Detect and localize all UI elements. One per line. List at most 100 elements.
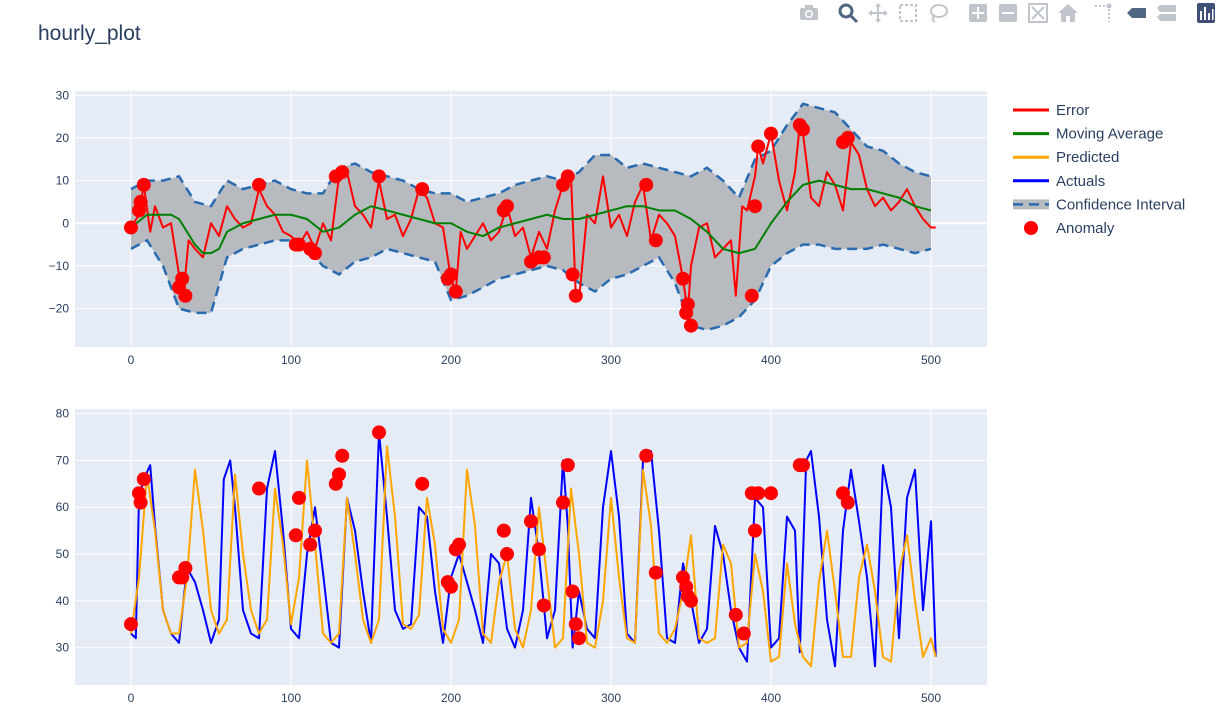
anomaly-point[interactable] bbox=[288, 528, 303, 543]
error-ytick-label: 0 bbox=[62, 216, 69, 230]
anomaly-point[interactable] bbox=[532, 542, 546, 557]
error-ytick-label: −20 bbox=[49, 302, 70, 316]
plotly-logo[interactable] bbox=[1195, 2, 1217, 24]
anomaly-point[interactable] bbox=[840, 495, 855, 510]
anomaly-point[interactable] bbox=[680, 297, 695, 312]
predicted-legend-label: Predicted bbox=[1056, 149, 1119, 166]
anomaly-point[interactable] bbox=[648, 233, 663, 248]
anomaly-point[interactable] bbox=[648, 565, 663, 580]
anomaly-point[interactable] bbox=[560, 458, 575, 473]
anomaly-point[interactable] bbox=[444, 579, 458, 594]
anomaly-point[interactable] bbox=[748, 523, 762, 538]
forecast-xtick-label: 100 bbox=[281, 691, 301, 705]
anomaly-point[interactable] bbox=[500, 547, 514, 562]
anomaly-point[interactable] bbox=[524, 514, 538, 529]
lasso-icon[interactable] bbox=[927, 2, 949, 24]
anomaly-point[interactable] bbox=[744, 288, 759, 303]
legend-item-confidence-interval[interactable]: Confidence Interval bbox=[1013, 196, 1185, 213]
anomaly-point[interactable] bbox=[252, 481, 266, 496]
anomaly-legend-swatch bbox=[1024, 221, 1038, 235]
anomaly-point[interactable] bbox=[565, 267, 580, 282]
error-xtick-label: 100 bbox=[281, 353, 301, 367]
anomaly-point[interactable] bbox=[572, 631, 586, 646]
anomaly-point[interactable] bbox=[556, 495, 570, 510]
autoscale-icon[interactable] bbox=[1027, 2, 1049, 24]
anomaly-point[interactable] bbox=[332, 467, 346, 482]
anomaly-point[interactable] bbox=[536, 250, 551, 265]
spike-lines-icon[interactable] bbox=[1092, 2, 1114, 24]
anomaly-point[interactable] bbox=[568, 617, 583, 632]
forecast-subplot[interactable]: 30 40 50 60 70 80 0 100 200 300 400 500 bbox=[56, 407, 987, 705]
legend-item-moving-average[interactable]: Moving Average bbox=[1013, 126, 1163, 143]
anomaly-point[interactable] bbox=[448, 284, 463, 299]
anomaly-point[interactable] bbox=[536, 598, 551, 613]
actuals-legend-label: Actuals bbox=[1056, 173, 1105, 190]
anomaly-point[interactable] bbox=[415, 182, 430, 197]
anomaly-point[interactable] bbox=[452, 537, 466, 552]
anomaly-point[interactable] bbox=[178, 561, 193, 576]
anomaly-point[interactable] bbox=[415, 476, 430, 491]
anomaly-point[interactable] bbox=[684, 593, 698, 608]
anomaly-point[interactable] bbox=[308, 246, 322, 261]
zoom-out-icon[interactable] bbox=[997, 2, 1019, 24]
anomaly-point[interactable] bbox=[178, 288, 193, 303]
anomaly-point[interactable] bbox=[796, 458, 810, 473]
anomaly-point[interactable] bbox=[764, 126, 778, 141]
anomaly-point[interactable] bbox=[308, 523, 322, 538]
error-xtick-label: 500 bbox=[921, 353, 941, 367]
moving-average-legend-label: Moving Average bbox=[1056, 126, 1163, 143]
anomaly-point[interactable] bbox=[764, 486, 778, 501]
hover-closest-icon[interactable] bbox=[1125, 2, 1147, 24]
anomaly-point[interactable] bbox=[560, 169, 575, 184]
anomaly-point[interactable] bbox=[335, 448, 350, 463]
legend-item-predicted[interactable]: Predicted bbox=[1013, 149, 1119, 166]
anomaly-point[interactable] bbox=[175, 271, 190, 286]
anomaly-point[interactable] bbox=[796, 122, 810, 137]
anomaly-point[interactable] bbox=[840, 130, 855, 145]
forecast-plot-area bbox=[75, 409, 987, 685]
zoom-in-icon[interactable] bbox=[967, 2, 989, 24]
anomaly-point[interactable] bbox=[736, 626, 751, 641]
reset-axes-icon[interactable] bbox=[1057, 2, 1079, 24]
anomaly-point[interactable] bbox=[372, 169, 386, 184]
zoom-icon[interactable] bbox=[837, 2, 859, 24]
anomaly-point[interactable] bbox=[751, 486, 766, 501]
anomaly-point[interactable] bbox=[124, 617, 138, 632]
anomaly-point[interactable] bbox=[372, 425, 386, 440]
anomaly-point[interactable] bbox=[500, 199, 514, 214]
anomaly-point[interactable] bbox=[728, 607, 743, 622]
anomaly-point[interactable] bbox=[136, 472, 151, 487]
anomaly-point[interactable] bbox=[684, 318, 698, 333]
hover-compare-icon[interactable] bbox=[1155, 2, 1177, 24]
anomaly-point[interactable] bbox=[133, 495, 148, 510]
anomaly-point[interactable] bbox=[133, 194, 148, 209]
pan-icon[interactable] bbox=[867, 2, 889, 24]
anomaly-point[interactable] bbox=[565, 584, 580, 599]
forecast-ytick-label: 40 bbox=[56, 594, 70, 608]
box-select-icon[interactable] bbox=[897, 2, 919, 24]
anomaly-point[interactable] bbox=[639, 177, 654, 192]
anomaly-point[interactable] bbox=[303, 537, 318, 552]
legend-item-actuals[interactable]: Actuals bbox=[1013, 173, 1105, 190]
anomaly-point[interactable] bbox=[496, 523, 511, 538]
anomaly-point[interactable] bbox=[124, 220, 138, 235]
confidence-interval-legend-label: Confidence Interval bbox=[1056, 196, 1185, 213]
anomaly-point[interactable] bbox=[292, 237, 306, 252]
anomaly-point[interactable] bbox=[444, 267, 458, 282]
anomaly-point[interactable] bbox=[252, 177, 266, 192]
anomaly-point[interactable] bbox=[136, 177, 151, 192]
anomaly-point[interactable] bbox=[676, 271, 690, 286]
legend-item-anomaly[interactable]: Anomaly bbox=[1024, 220, 1115, 237]
anomaly-point[interactable] bbox=[748, 199, 762, 214]
forecast-xtick-label: 200 bbox=[441, 691, 461, 705]
anomaly-point[interactable] bbox=[292, 490, 306, 505]
anomaly-point[interactable] bbox=[751, 139, 766, 154]
anomaly-point[interactable] bbox=[639, 448, 654, 463]
anomaly-point[interactable] bbox=[335, 165, 350, 180]
confidence-interval-lower-line bbox=[130, 238, 932, 332]
camera-icon[interactable] bbox=[798, 2, 820, 24]
legend-item-error[interactable]: Error bbox=[1013, 102, 1089, 119]
anomaly-point[interactable] bbox=[568, 288, 583, 303]
